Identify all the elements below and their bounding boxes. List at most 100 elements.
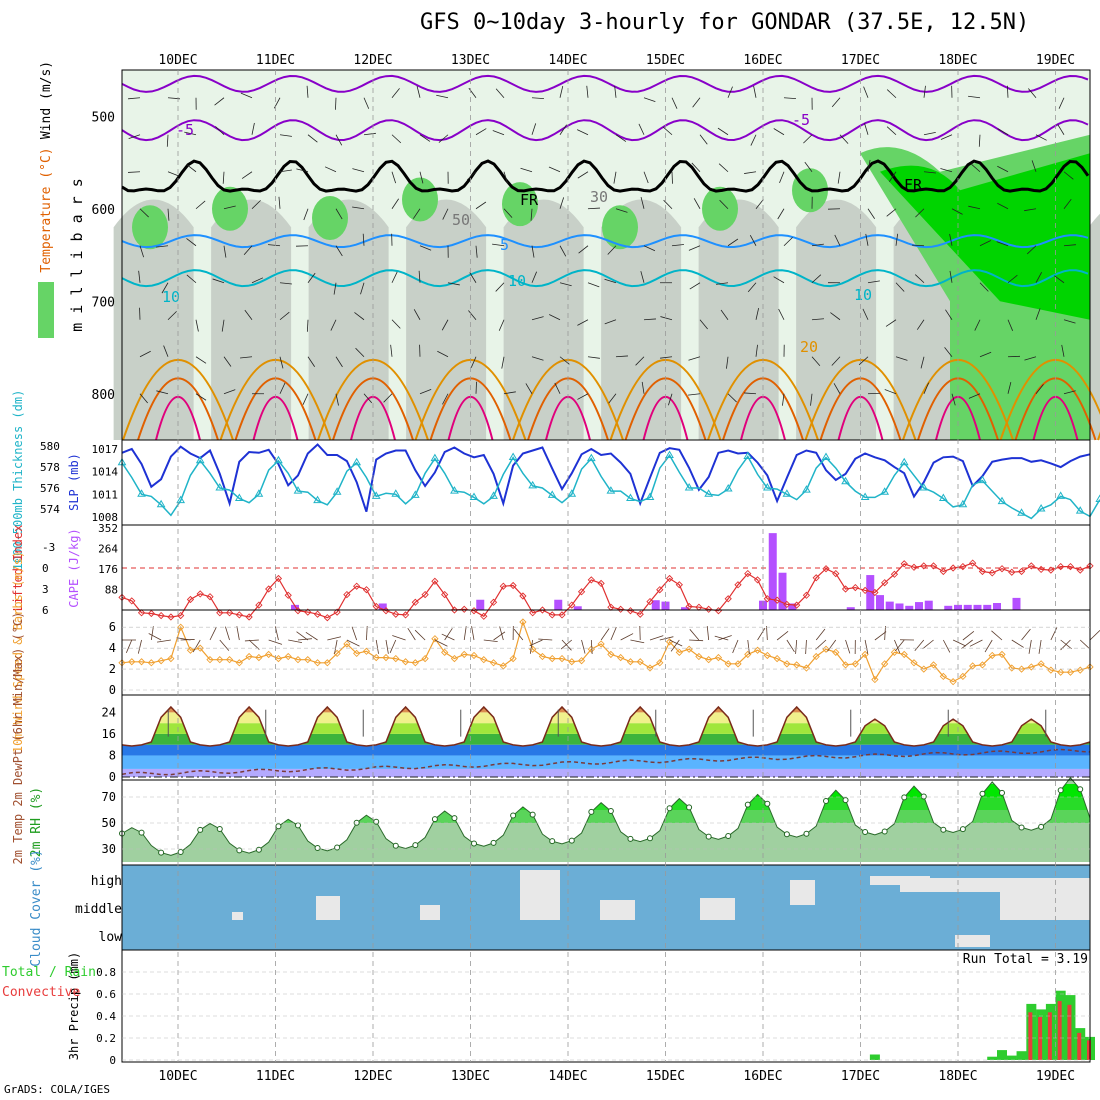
lifted-tick: 6 (42, 604, 49, 617)
wind-barb (778, 308, 785, 320)
wind-barb (886, 89, 897, 99)
wind-barb (786, 639, 795, 653)
wind-marker (607, 650, 615, 659)
wind-barb (659, 636, 674, 641)
lifted-marker (460, 605, 468, 613)
wind-barb (390, 344, 393, 357)
wind-barb (441, 319, 449, 331)
cloud-axis-label: Cloud Cover (%) (29, 849, 44, 966)
wind-marker (480, 656, 488, 664)
rh-moist-patch (212, 186, 248, 231)
wind-barb (1063, 244, 1076, 247)
wind-barb (436, 94, 449, 99)
wind-barb (529, 639, 534, 654)
rh-marker (920, 793, 927, 800)
wind-barb (581, 639, 586, 654)
wind-barb (719, 199, 729, 210)
wind-barb (212, 278, 225, 284)
wind-barb (895, 233, 899, 246)
wind-barb (940, 168, 953, 173)
wind-barb (874, 631, 887, 641)
rh-marker (549, 838, 556, 845)
wind-barb (335, 393, 339, 406)
wind-barb (278, 196, 281, 209)
lifted-marker (851, 583, 859, 592)
run-total-label: Run Total = 3.19 (963, 952, 1088, 967)
wind-marker (724, 660, 732, 668)
wind-barb (895, 282, 905, 292)
wind-barb (750, 134, 757, 146)
x-tick-bottom: 19DEC (1036, 1069, 1075, 1084)
wind-barb (503, 208, 513, 218)
precip-tick: 0.4 (96, 1010, 116, 1023)
wind-barb (351, 626, 358, 641)
lifted-marker (245, 613, 253, 621)
wind-barb (244, 309, 253, 320)
wind-barb (643, 97, 656, 103)
precip-tick: 0.8 (96, 966, 116, 979)
thickness-marker (410, 490, 420, 498)
lifted-marker (186, 595, 195, 604)
precip-bar (1006, 1055, 1017, 1060)
wind-barb (783, 237, 793, 247)
cape-bar (651, 600, 660, 610)
wind-barb (493, 631, 506, 641)
wind-marker (646, 664, 654, 672)
x-tick-top: 14DEC (548, 53, 587, 68)
lifted-marker (284, 591, 292, 599)
wind-barb (923, 171, 936, 174)
wind-barb (560, 639, 573, 650)
wind-marker (353, 649, 361, 658)
wind-marker (372, 653, 380, 662)
wind-barb (139, 393, 148, 404)
wind-barb (1021, 628, 1031, 641)
wind-barb (577, 171, 589, 179)
wind-barb (979, 240, 991, 247)
contour-label: 10 (162, 288, 180, 306)
wind-barb (186, 274, 197, 284)
wind-marker (450, 654, 459, 663)
wind-barb (911, 244, 925, 247)
temperature-legend-label: Temperature (°C) (39, 147, 54, 272)
wind-barb (1063, 319, 1076, 324)
thickness-marker (919, 483, 929, 491)
wind-barb (223, 205, 236, 210)
wind-barb (296, 631, 309, 641)
wind-barb (804, 161, 813, 172)
rh-marker (177, 849, 184, 856)
cape-bar (915, 602, 923, 610)
wind-barb (268, 639, 283, 645)
wind-barb (630, 639, 645, 644)
wind-barb (251, 200, 261, 210)
wind-barb (279, 134, 292, 137)
thickness-marker (978, 475, 987, 484)
rh-axis-label: 2m RH (%) (29, 787, 44, 857)
wind-marker (617, 653, 625, 662)
wind-barb (444, 628, 453, 641)
lifted-marker (890, 570, 899, 578)
wind-barb (978, 134, 981, 147)
wind-barb (469, 272, 477, 283)
wind-marker (421, 654, 429, 663)
wind-barb (811, 243, 824, 247)
slp-tick: 1017 (92, 443, 119, 456)
isotherm-line (121, 119, 1089, 142)
wind-barb (699, 319, 708, 330)
wind-barb (538, 638, 553, 641)
wind-barb (288, 639, 303, 643)
wind-barb (503, 391, 516, 395)
thickness-marker (1036, 504, 1046, 512)
cape-bar (924, 600, 933, 610)
wind-marker (812, 652, 820, 661)
thickness-tick: 580 (40, 440, 60, 453)
wind-barb (974, 319, 981, 331)
cloud-clear-block (1000, 880, 1090, 920)
wind-barb (360, 282, 365, 295)
wind-barb (499, 626, 504, 641)
wind-barb (1006, 85, 1009, 98)
wind-barb (720, 309, 729, 320)
wind-marker (1008, 664, 1016, 672)
wind-barb (251, 122, 255, 135)
rh-marker (862, 829, 869, 836)
precip-legend-convective: Convective (2, 985, 80, 1000)
